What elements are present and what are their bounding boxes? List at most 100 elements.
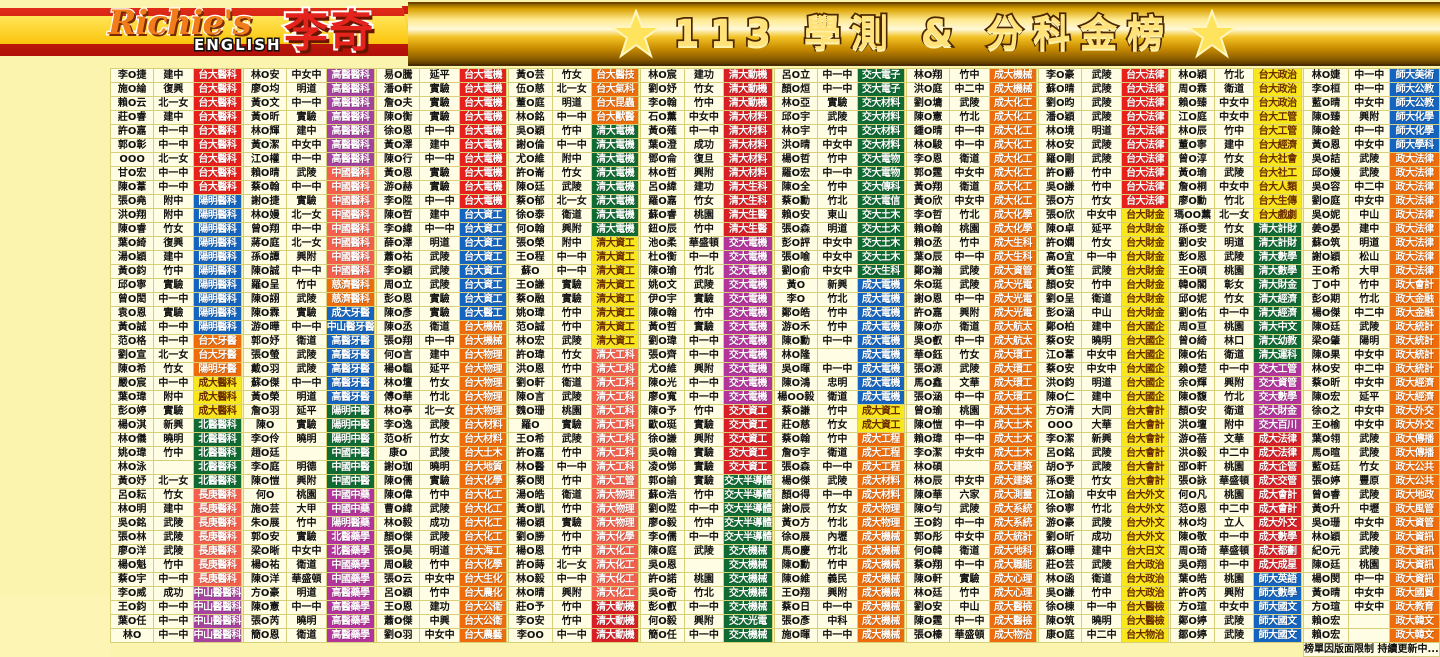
admitted-department: 北醫醫科 <box>192 474 243 489</box>
student-school: 竹女 <box>551 68 592 83</box>
student-school: 實驗 <box>419 110 460 125</box>
student-name: 張O螢 <box>243 348 288 363</box>
student-school: 中女中 <box>817 250 858 265</box>
admitted-department: 高醫牙醫 <box>325 348 376 363</box>
admitted-department: 中山醫醫科 <box>192 614 243 629</box>
student-school: 中二中 <box>1213 502 1255 517</box>
student-name: 何O凡 <box>1170 488 1215 503</box>
admitted-department: 中國中藥 <box>325 502 376 517</box>
admitted-department: 台大機械 <box>458 334 508 349</box>
table-row: 葉O綺 復興 陽明醫科 蔣O庭 北一女 中國醫科 薛O澤 明道 台大資工 張O榮 附中 清大資工 池O柔… <box>109 236 1440 251</box>
admitted-department: 清大中文 <box>1253 320 1302 335</box>
brand-logo: Richie's ENGLISH 李奇英文 <box>107 2 408 64</box>
admitted-department: 師大美術 <box>1389 68 1440 83</box>
admitted-department: 政大教育 <box>1389 600 1440 615</box>
student-name: 李O緯 <box>376 222 421 237</box>
student-name: 馬O鑫 <box>906 376 951 391</box>
admitted-department: 交大百川 <box>1253 418 1302 433</box>
student-name: 何O毅 <box>640 614 685 629</box>
admitted-department: 中山醫牙醫 <box>325 320 376 335</box>
admitted-department: 慈濟醫科 <box>325 292 376 307</box>
student-name: 李O捷 <box>109 68 155 83</box>
admitted-department: 交大機械 <box>723 628 773 643</box>
admitted-department: 成大機械 <box>856 558 906 573</box>
student-school: 中女中 <box>1348 418 1391 433</box>
student-name: 劉O呈 <box>1038 292 1083 307</box>
admitted-department: 成大系統 <box>988 502 1038 517</box>
admitted-department: 台大物理 <box>458 404 508 419</box>
student-school: 竹女 <box>817 502 858 517</box>
student-school: 中女中 <box>1081 362 1122 377</box>
student-school: 建中 <box>1081 320 1122 335</box>
student-school: 中一中 <box>817 334 858 349</box>
student-name: 陳O庭 <box>640 544 685 559</box>
student-school: 武陵 <box>1081 264 1122 279</box>
student-name: 劉O勝 <box>508 530 553 545</box>
admitted-department: 台大材料 <box>458 418 508 433</box>
student-name: 王O榆 <box>1302 418 1350 433</box>
student-school: 竹女 <box>551 166 592 181</box>
admitted-department: 台大會計 <box>1120 432 1170 447</box>
student-school: 竹中 <box>817 152 858 167</box>
admitted-department: 高醫醫科 <box>325 82 376 97</box>
student-school: 竹女 <box>153 222 194 237</box>
admitted-department: 清大化工 <box>590 544 640 559</box>
admitted-department: 台大醫檢 <box>1120 600 1170 615</box>
table-row: 袁O恩 實驗 陽明醫科 陳O霖 實驗 成大牙醫 陳O彥 實驗 台大醫工 姚O瑋 竹中 清大資工 陳O翰竹… <box>109 306 1440 321</box>
student-name: 林O穎 <box>1302 530 1350 545</box>
table-row: 湯O穎 建中 陽明醫科 孫O譚 興附 中國醫科 蕭O祐 武陵 台大資工 王O程 中一中 清大資工 杜O衡… <box>109 250 1440 265</box>
student-name: 林O隆 <box>773 348 819 363</box>
student-school: 中一中 <box>153 124 194 139</box>
admitted-department: 台大財金 <box>1120 236 1170 251</box>
student-school: 中一中 <box>153 376 194 391</box>
student-name: 葉O辰 <box>906 250 951 265</box>
admitted-department: 清大財金 <box>1253 278 1302 293</box>
student-name: 黃O潔 <box>243 138 288 153</box>
honor-roll-board: 李O捷 建中 台大醫科 林O安 中女中 高醫醫科 易O騰 延平 台大電機 黃O芸 竹女 台大醫技 林O宸… <box>0 68 1440 657</box>
student-name: 蘇O睿 <box>640 208 685 223</box>
admitted-department: 台大財金 <box>1120 250 1170 265</box>
student-name: 蔡O安 <box>1038 334 1083 349</box>
student-school: 中女中 <box>949 166 990 181</box>
student-school: 中山 <box>1081 306 1122 321</box>
student-school: 中一中 <box>1348 572 1391 587</box>
student-school <box>1348 628 1391 643</box>
student-school: 武陵 <box>551 180 592 195</box>
student-name: 方O清 <box>1038 404 1083 419</box>
admitted-department: 清大電機 <box>590 180 640 195</box>
table-row: 范O格 中一中 台大牙醫 郭O妤 衛道 高醫牙醫 張O翔 中一中 台大機械 林O宏 武陵 清大資工 劉O… <box>109 334 1440 349</box>
student-school: 衛道 <box>949 544 990 559</box>
student-name: 羅O剛 <box>1038 152 1083 167</box>
student-school: 中女中 <box>1081 208 1122 223</box>
student-name: 張O欣 <box>1038 208 1083 223</box>
student-name: 孫O雯 <box>1170 222 1215 237</box>
student-name: 鄭O瀚 <box>906 264 951 279</box>
admitted-department: 台大法律 <box>1120 110 1170 125</box>
student-name: 丁O中 <box>1302 278 1350 293</box>
student-school: 竹女 <box>1213 292 1255 307</box>
student-school: 建中 <box>419 138 460 153</box>
student-name: 林O安 <box>1302 362 1350 377</box>
admitted-department: 台大氣科 <box>590 82 640 97</box>
student-name: 何O韓 <box>906 544 951 559</box>
admitted-department: 中山醫醫科 <box>192 600 243 615</box>
admitted-department: 清大經濟 <box>1253 292 1302 307</box>
admitted-department: 清大化工 <box>590 558 640 573</box>
admitted-department: 台大財金 <box>1120 278 1170 293</box>
table-row: 王O鈞 中一中 中山醫醫科 陳O憲 中一中 高醫藥學 王O恩 建功 台大公衛 莊O予 竹中 清大動機彭… <box>109 600 1440 615</box>
student-school: 武陵 <box>1081 152 1122 167</box>
admitted-department: 中國中醫 <box>325 460 376 475</box>
student-name: 李O逸 <box>376 418 421 433</box>
admitted-department: 高醫牙醫 <box>325 334 376 349</box>
student-name: 鄭O柏 <box>1038 320 1083 335</box>
student-school: 中一中 <box>683 502 725 517</box>
student-name: 杜O衡 <box>640 250 685 265</box>
student-name: 林O毅 <box>376 516 421 531</box>
student-name: 張O昊 <box>376 544 421 559</box>
student-name: 黃O方 <box>773 516 819 531</box>
student-name: 彭O叡 <box>640 600 685 615</box>
student-name: 藍O廷 <box>1302 460 1350 475</box>
student-school: 中女中 <box>1348 600 1391 615</box>
student-name: 陳O誠 <box>243 264 288 279</box>
student-name: 張O云 <box>376 572 421 587</box>
